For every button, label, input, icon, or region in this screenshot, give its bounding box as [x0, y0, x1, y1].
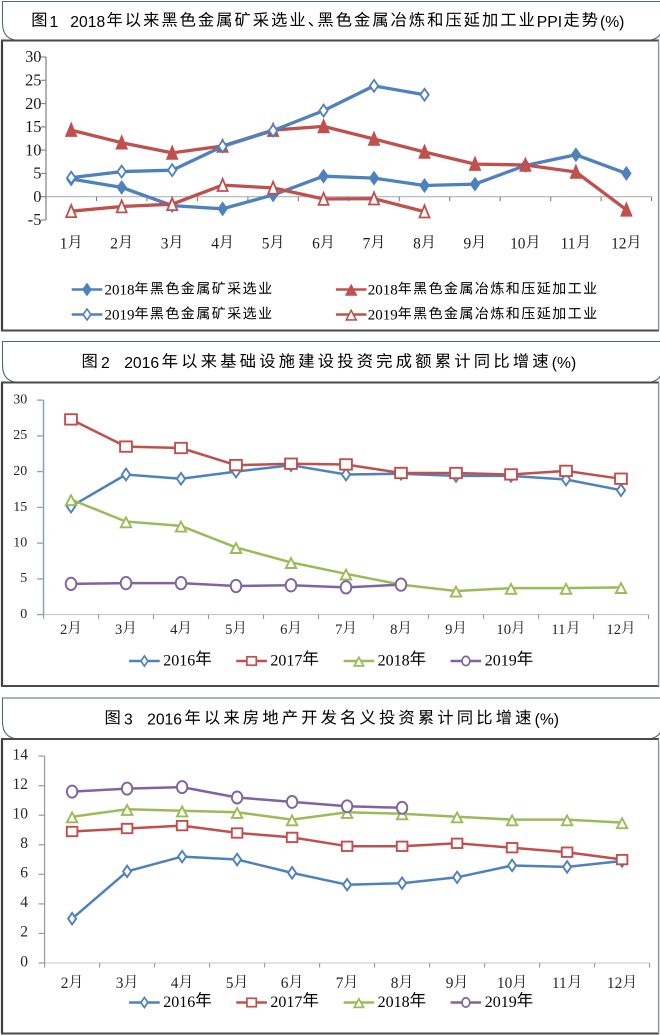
svg-text:2018: 2018 [368, 282, 398, 298]
svg-text:2: 2 [20, 924, 28, 941]
svg-text:2019: 2019 [485, 994, 517, 1011]
svg-text:0: 0 [20, 953, 28, 970]
svg-text:3: 3 [116, 975, 124, 992]
svg-text:6: 6 [280, 622, 287, 638]
svg-text:30: 30 [13, 393, 27, 408]
svg-text:10: 10 [13, 806, 29, 823]
svg-text:11: 11 [552, 975, 567, 992]
svg-text:6: 6 [281, 975, 289, 992]
svg-text:9: 9 [445, 622, 452, 638]
svg-text:12: 12 [606, 622, 621, 638]
svg-text:8: 8 [413, 235, 421, 252]
svg-text:4: 4 [211, 235, 219, 252]
svg-text:2016: 2016 [147, 712, 182, 729]
svg-text:2: 2 [101, 355, 110, 372]
svg-text:0: 0 [33, 187, 41, 206]
svg-text:20: 20 [13, 464, 27, 479]
svg-text:7: 7 [335, 622, 342, 638]
svg-text:4: 4 [20, 894, 28, 911]
svg-text:15: 15 [25, 117, 41, 136]
svg-text:-5: -5 [28, 210, 42, 229]
svg-text:PPI: PPI [537, 14, 562, 31]
svg-text:2019: 2019 [105, 307, 135, 323]
svg-text:11: 11 [561, 235, 576, 252]
svg-text:2019: 2019 [485, 653, 517, 670]
svg-text:2017: 2017 [270, 994, 302, 1011]
svg-text:2016: 2016 [163, 994, 195, 1011]
svg-text:25: 25 [25, 71, 41, 90]
svg-text:5: 5 [225, 622, 232, 638]
svg-text:2016: 2016 [124, 355, 159, 372]
svg-text:0: 0 [20, 607, 27, 622]
svg-text:11: 11 [551, 622, 565, 638]
svg-text:2018: 2018 [70, 14, 105, 31]
svg-text:(%): (%) [552, 355, 576, 372]
svg-text:5: 5 [262, 235, 270, 252]
svg-text:4: 4 [171, 975, 179, 992]
svg-text:12: 12 [611, 235, 626, 252]
svg-text:2: 2 [110, 235, 118, 252]
svg-text:20: 20 [25, 94, 41, 113]
svg-text:8: 8 [390, 622, 397, 638]
svg-text:8: 8 [20, 835, 28, 852]
svg-text:5: 5 [20, 571, 27, 586]
svg-text:2: 2 [60, 622, 67, 638]
svg-text:2: 2 [61, 975, 69, 992]
svg-text:3: 3 [115, 622, 122, 638]
svg-text:6: 6 [20, 865, 28, 882]
svg-text:6: 6 [312, 235, 320, 252]
svg-text:2017: 2017 [270, 653, 302, 670]
svg-text:(%): (%) [600, 14, 624, 31]
svg-text:3: 3 [161, 235, 169, 252]
svg-text:4: 4 [170, 622, 178, 638]
svg-text:25: 25 [13, 428, 27, 443]
svg-text:(%): (%) [535, 712, 559, 729]
svg-text:1: 1 [60, 235, 68, 252]
svg-text:12: 12 [13, 776, 29, 793]
svg-text:3: 3 [124, 712, 133, 729]
svg-text:5: 5 [33, 164, 41, 183]
svg-text:2016: 2016 [163, 653, 195, 670]
svg-text:9: 9 [464, 235, 472, 252]
svg-text:8: 8 [391, 975, 399, 992]
svg-text:10: 10 [497, 975, 513, 992]
svg-text:10: 10 [496, 622, 511, 638]
svg-text:10: 10 [25, 140, 41, 159]
svg-text:9: 9 [446, 975, 454, 992]
svg-text:2018: 2018 [378, 653, 410, 670]
svg-text:12: 12 [607, 975, 622, 992]
svg-text:2018: 2018 [378, 994, 410, 1011]
svg-text:1: 1 [50, 14, 59, 31]
svg-text:5: 5 [226, 975, 234, 992]
svg-text:30: 30 [25, 47, 41, 66]
svg-text:14: 14 [13, 746, 29, 763]
svg-text:15: 15 [13, 500, 27, 515]
svg-text:2018: 2018 [105, 282, 135, 298]
svg-text:7: 7 [363, 235, 371, 252]
svg-text:10: 10 [13, 536, 27, 551]
svg-text:7: 7 [336, 975, 344, 992]
svg-text:10: 10 [510, 235, 526, 252]
svg-text:2019: 2019 [368, 307, 398, 323]
